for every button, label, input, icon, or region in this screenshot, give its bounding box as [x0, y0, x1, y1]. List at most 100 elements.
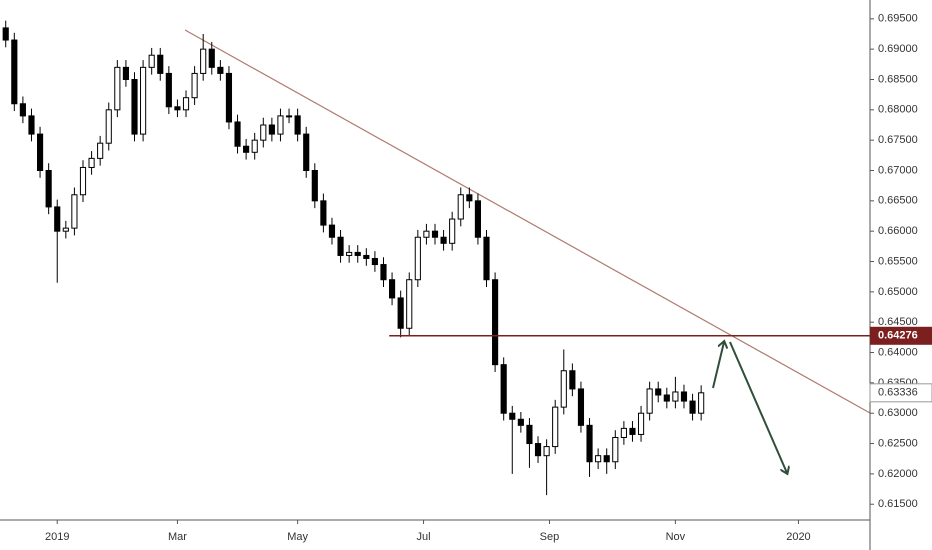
- candle-body: [11, 39, 18, 105]
- y-tick-label: 0.69500: [878, 13, 918, 25]
- arrow-down: [729, 341, 787, 473]
- candle-body: [457, 194, 464, 220]
- y-tick-label: 0.62500: [878, 437, 918, 449]
- candle-body: [603, 455, 610, 463]
- candle-body: [140, 66, 147, 135]
- candle-body: [225, 72, 233, 123]
- candle-body: [285, 115, 293, 118]
- candle-body: [517, 418, 524, 426]
- candle-body: [174, 106, 181, 111]
- candle-body: [595, 455, 602, 463]
- candle-body: [397, 297, 404, 329]
- candle-body: [534, 443, 542, 457]
- candle-body: [431, 230, 439, 238]
- candle-body: [371, 257, 378, 266]
- candle-body: [620, 427, 627, 438]
- candle-body: [19, 103, 26, 117]
- candle-body: [122, 66, 129, 80]
- candle-body: [337, 236, 344, 256]
- candle-body: [303, 133, 310, 172]
- price-line-tag: [870, 326, 932, 345]
- x-tick-label: Sep: [540, 531, 560, 543]
- candle-body: [492, 279, 499, 366]
- candle-body: [97, 142, 104, 159]
- x-tick-label: Jul: [417, 531, 431, 543]
- candle-body: [114, 66, 121, 111]
- candle-body: [552, 406, 559, 448]
- y-tick-label: 0.67000: [878, 164, 918, 176]
- y-tick-label: 0.65000: [878, 286, 918, 298]
- candle-body: [294, 115, 301, 135]
- last-price-tag: [869, 383, 932, 403]
- candle-body: [629, 427, 636, 435]
- candle-body: [148, 54, 155, 68]
- candle-body: [268, 124, 275, 135]
- candle-body: [88, 157, 95, 168]
- candle-body: [200, 48, 207, 74]
- candle-body: [54, 206, 61, 232]
- x-tick-label: 2020: [786, 531, 810, 543]
- candle-body: [612, 436, 619, 463]
- candle-body: [500, 364, 507, 414]
- candle-body: [105, 109, 112, 144]
- candle-body: [380, 264, 387, 281]
- candle-body: [414, 236, 421, 281]
- price-line-label: 0.64276: [878, 330, 918, 342]
- y-tick-label: 0.63000: [878, 407, 918, 419]
- y-tick-label: 0.66000: [878, 225, 918, 237]
- candle-body: [466, 194, 473, 202]
- trend-line: [184, 29, 871, 414]
- candle-body: [243, 145, 250, 153]
- x-tick-label: 2019: [45, 531, 69, 543]
- candle-body: [191, 72, 198, 99]
- candle-body: [577, 388, 585, 426]
- candle-body: [328, 224, 336, 238]
- candle-body: [509, 412, 516, 420]
- candle-body: [569, 370, 576, 390]
- candle-body: [45, 170, 52, 208]
- candle-body: [543, 446, 550, 457]
- candle-body: [698, 392, 705, 414]
- candle-body: [560, 370, 567, 408]
- arrow-up: [712, 342, 724, 389]
- candle-body: [260, 124, 267, 141]
- candle-body: [646, 388, 653, 414]
- candle-body: [483, 236, 490, 281]
- y-tick-label: 0.62000: [878, 468, 918, 480]
- candle-body: [217, 66, 224, 74]
- candle-body: [406, 279, 413, 329]
- y-tick-label: 0.64000: [878, 346, 918, 358]
- y-tick-label: 0.67500: [878, 134, 918, 146]
- x-tick-label: Mar: [168, 531, 187, 543]
- candle-body: [474, 200, 482, 238]
- candle-body: [234, 121, 241, 147]
- y-tick-label: 0.66500: [878, 195, 918, 207]
- candle-body: [2, 27, 9, 41]
- candle-body: [251, 139, 258, 153]
- candle-body: [663, 394, 670, 402]
- candle-body: [440, 236, 447, 244]
- last-price-label: 0.63336: [878, 387, 918, 399]
- y-tick-label: 0.61500: [878, 498, 918, 510]
- y-tick-label: 0.68000: [878, 104, 918, 116]
- candle-body: [157, 54, 164, 74]
- candle-body: [388, 279, 396, 299]
- candle-body: [655, 388, 662, 396]
- candle-body: [346, 251, 353, 256]
- candle-body: [637, 412, 645, 435]
- y-tick-label: 0.65500: [878, 255, 918, 267]
- candle-body: [62, 227, 69, 232]
- candle-body: [680, 391, 688, 402]
- candle-body: [36, 133, 44, 172]
- candle-body: [354, 251, 361, 256]
- candle-body: [423, 230, 430, 238]
- candle-body: [182, 97, 190, 111]
- y-tick-label: 0.68500: [878, 73, 918, 85]
- candle-body: [71, 194, 78, 229]
- candle-body: [449, 218, 456, 244]
- y-tick-label: 0.64500: [878, 316, 918, 328]
- candle-body: [526, 424, 533, 445]
- candle-body: [277, 115, 284, 135]
- candle-body: [311, 170, 318, 202]
